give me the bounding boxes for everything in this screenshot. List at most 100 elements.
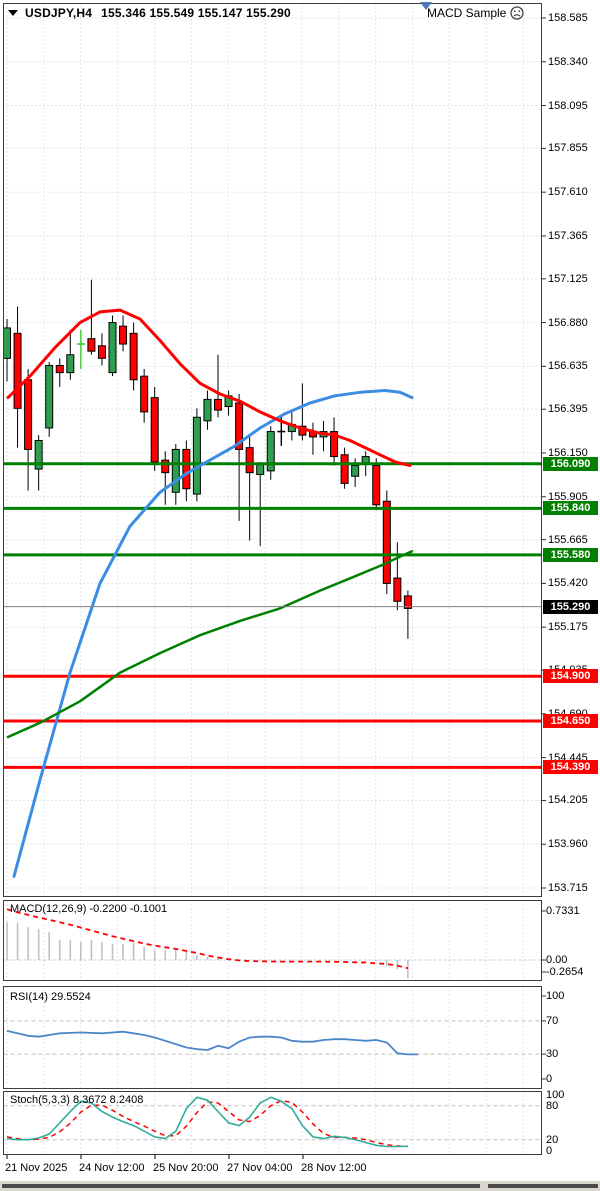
price-axis-tick: 156.880 <box>548 316 588 329</box>
green-level-price-tag: 156.090 <box>543 456 598 471</box>
time-axis-label: 28 Nov 12:00 <box>301 1162 367 1174</box>
candlesticks <box>3 279 412 639</box>
candle <box>192 408 201 502</box>
candle <box>97 333 106 366</box>
price-axis-tick: 157.125 <box>548 272 588 285</box>
candle <box>119 315 128 352</box>
price-axis-tick: 156.395 <box>548 403 588 416</box>
current-price-tag: 155.290 <box>543 599 598 614</box>
candle <box>182 440 191 502</box>
ea-sad-face-icon[interactable] <box>509 5 525 21</box>
ma-fast-red <box>6 308 412 467</box>
symbol-timeframe-label: USDJPY,H4 <box>25 6 93 20</box>
stoch-d-line <box>6 1099 408 1148</box>
candle <box>224 390 233 416</box>
stoch-axis-tick: 0 <box>546 1145 553 1157</box>
bottom-panel-divider <box>2 1184 480 1188</box>
price-axis-tick: 157.855 <box>548 142 588 155</box>
candle <box>140 369 149 423</box>
red-level-price-tag: 154.650 <box>543 713 598 728</box>
candle <box>13 306 22 448</box>
candle <box>3 319 11 382</box>
candle <box>340 447 349 489</box>
ma-slow-green <box>6 550 414 739</box>
green-level-price-tag: 155.840 <box>543 501 598 516</box>
rsi-axis-tick: 0 <box>546 1073 553 1085</box>
stoch-axis-tick: 20 <box>546 1133 559 1146</box>
price-axis-tick: 158.585 <box>548 12 588 24</box>
candle <box>298 383 307 441</box>
chart-header: USDJPY,H4 155.346 155.549 155.147 155.29… <box>8 5 291 21</box>
time-axis-label: 27 Nov 04:00 <box>227 1162 293 1174</box>
candle <box>108 315 117 377</box>
macd-axis-tick: -0.2654 <box>546 966 584 978</box>
chart-dropdown-arrow-icon[interactable] <box>8 10 18 16</box>
rsi-pane <box>3 986 542 1089</box>
price-axis-tick: 155.420 <box>548 577 588 590</box>
main-price-pane <box>3 3 542 897</box>
candle <box>161 451 170 505</box>
rsi-axis-tick: 70 <box>546 1014 559 1027</box>
candle <box>330 417 339 466</box>
price-axis-tick: 154.205 <box>548 794 588 807</box>
green-level-price-tag: 155.580 <box>543 547 598 562</box>
candle <box>245 436 254 541</box>
candle <box>393 542 402 611</box>
candle <box>129 322 138 391</box>
stoch-axis-tick: 80 <box>546 1099 559 1112</box>
price-axis-tick: 156.635 <box>548 360 588 373</box>
rsi-line <box>6 1030 418 1056</box>
candle <box>66 329 75 380</box>
price-axis-tick: 153.715 <box>548 882 588 894</box>
stoch-pane <box>3 1091 542 1155</box>
candle <box>319 420 328 452</box>
support-resistance-lines <box>3 462 542 769</box>
candle <box>203 390 212 430</box>
ea-name-label: MACD Sample <box>427 6 507 20</box>
price-axis-tick: 157.365 <box>548 229 588 242</box>
bottom-window-edge <box>0 1181 600 1191</box>
candle <box>214 354 222 418</box>
candle <box>266 426 275 480</box>
ohlc-values: 155.346 155.549 155.147 155.290 <box>101 6 291 20</box>
price-axis-tick: 155.905 <box>548 490 588 503</box>
price-axis-tick: 153.960 <box>548 838 588 851</box>
price-axis-tick: 155.665 <box>548 533 588 546</box>
price-axis-tick: 158.095 <box>548 99 588 112</box>
candle <box>256 461 265 546</box>
candle <box>171 444 180 505</box>
scroll-position-marker-icon <box>420 2 432 10</box>
price-axis-tick: 157.610 <box>548 186 588 199</box>
macd-pane-border <box>3 900 542 981</box>
time-axis-label: 24 Nov 12:00 <box>79 1162 145 1174</box>
rsi-axis-tick: 30 <box>546 1048 559 1061</box>
candle <box>372 458 381 511</box>
ea-badge[interactable]: MACD Sample <box>427 5 525 21</box>
candle <box>403 590 412 639</box>
price-axis-tick: 156.150 <box>548 447 588 459</box>
bottom-panel-divider <box>488 1184 598 1188</box>
candle <box>76 329 85 370</box>
ma-mid-blue <box>12 389 414 878</box>
time-axis-label: 21 Nov 2025 <box>5 1162 68 1174</box>
time-axis-label: 25 Nov 20:00 <box>153 1162 219 1174</box>
candle <box>235 394 244 521</box>
macd-axis-tick: 0.7331 <box>546 905 580 917</box>
rsi-pane-title: RSI(14) 29.5524 <box>10 991 91 1003</box>
rsi-pane-border <box>3 986 542 1089</box>
candle <box>308 422 317 455</box>
candle <box>24 369 33 491</box>
price-axis-tick: 158.340 <box>548 55 588 68</box>
candle <box>45 361 54 437</box>
red-level-price-tag: 154.900 <box>543 669 598 684</box>
macd-pane <box>3 900 542 981</box>
macd-axis-tick: 0.00 <box>546 954 568 966</box>
candle <box>150 386 159 471</box>
candle <box>55 358 64 387</box>
stoch-k-line <box>6 1096 408 1148</box>
stoch-pane-title: Stoch(5,3,3) 8.3672 8.2408 <box>10 1094 144 1106</box>
stoch-axis-tick: 100 <box>546 1088 565 1101</box>
macd-pane-title: MACD(12,26,9) -0.2200 -0.1001 <box>10 903 168 915</box>
